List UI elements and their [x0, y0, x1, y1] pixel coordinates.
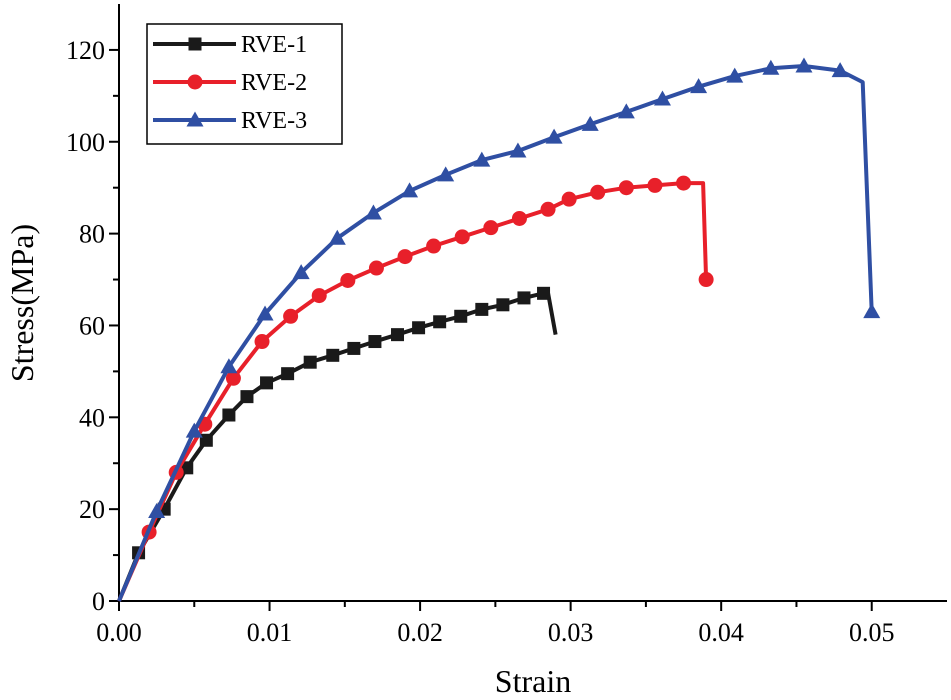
y-tick-label: 100 — [66, 128, 105, 157]
data-point-rve-2 — [311, 288, 327, 304]
x-tick-label: 0.05 — [849, 618, 895, 647]
legend-marker — [187, 74, 203, 90]
data-point-rve-3 — [401, 182, 419, 198]
data-point-rve-3 — [256, 305, 274, 321]
data-point-rve-2 — [511, 210, 527, 226]
legend-item-rve-1: RVE-1 — [153, 32, 307, 58]
data-point-rve-2 — [283, 308, 299, 324]
plot-area — [118, 4, 947, 602]
data-point-rve-2 — [676, 175, 692, 191]
y-tick-label: 60 — [79, 311, 105, 340]
x-tick-label: 0.03 — [548, 618, 594, 647]
data-point-rve-1 — [326, 348, 340, 362]
data-point-rve-3 — [473, 151, 491, 167]
data-point-rve-2 — [618, 180, 634, 196]
y-tick-label: 40 — [79, 403, 105, 432]
data-point-rve-3 — [762, 59, 780, 75]
data-point-rve-3 — [328, 229, 346, 245]
data-point-rve-1 — [496, 298, 510, 312]
data-point-rve-3 — [617, 103, 635, 119]
y-tick-label: 120 — [66, 36, 105, 65]
data-point-rve-1 — [475, 302, 489, 316]
data-point-rve-1 — [391, 328, 405, 342]
data-point-rve-2 — [254, 334, 270, 350]
data-point-rve-3 — [795, 57, 813, 73]
data-point-rve-3 — [364, 204, 382, 220]
legend-label: RVE-2 — [241, 70, 307, 96]
data-point-rve-2 — [647, 177, 663, 193]
data-point-rve-3 — [690, 78, 708, 94]
data-point-rve-3 — [545, 128, 563, 144]
data-point-rve-3 — [653, 90, 671, 106]
data-point-rve-3 — [581, 115, 599, 131]
data-point-rve-3 — [831, 62, 849, 78]
data-point-rve-2 — [340, 272, 356, 288]
data-point-rve-2 — [483, 220, 499, 236]
series-layer — [117, 57, 881, 602]
data-point-rve-2 — [698, 272, 714, 288]
series-line-rve-1 — [117, 291, 558, 602]
series-rve-1 — [117, 286, 558, 602]
data-point-rve-2 — [561, 191, 577, 207]
data-point-rve-3 — [863, 303, 881, 319]
data-point-rve-3 — [148, 502, 166, 518]
data-point-rve-2 — [225, 370, 241, 386]
data-point-rve-1 — [260, 376, 274, 390]
y-tick-label: 0 — [92, 587, 105, 616]
x-tick-label: 0.04 — [698, 618, 744, 647]
data-point-rve-1 — [303, 355, 317, 369]
legend-item-rve-2: RVE-2 — [153, 70, 307, 96]
y-tick-label: 80 — [79, 220, 105, 249]
data-point-rve-2 — [397, 249, 413, 265]
x-tick-label: 0.01 — [247, 618, 293, 647]
data-point-rve-3 — [220, 358, 238, 374]
series-rve-2 — [117, 175, 714, 602]
y-tick-label: 20 — [79, 495, 105, 524]
legend: RVE-1 RVE-2 RVE-3 — [146, 23, 343, 145]
x-axis-title: Strain — [495, 663, 571, 699]
data-point-rve-1 — [433, 315, 447, 329]
data-point-rve-2 — [454, 229, 470, 245]
data-point-rve-1 — [454, 309, 468, 323]
x-tick-label: 0.00 — [96, 618, 142, 647]
data-point-rve-2 — [368, 260, 384, 276]
data-point-rve-2 — [540, 201, 556, 217]
data-point-rve-1 — [537, 286, 551, 300]
legend-marker — [188, 37, 202, 51]
x-tick-label: 0.02 — [397, 618, 443, 647]
y-axis: 0 20 40 60 80 100 120 — [66, 36, 119, 616]
data-point-rve-1 — [517, 291, 531, 305]
data-point-rve-2 — [426, 238, 442, 254]
data-point-rve-1 — [222, 408, 236, 422]
legend-item-rve-3: RVE-3 — [153, 108, 307, 134]
data-point-rve-1 — [347, 341, 361, 355]
data-point-rve-3 — [292, 264, 310, 280]
data-point-rve-3 — [509, 142, 527, 158]
series-rve-3 — [117, 57, 881, 602]
series-line-rve-3 — [117, 64, 874, 602]
data-point-rve-1 — [281, 367, 295, 381]
data-point-rve-1 — [199, 433, 213, 447]
data-point-rve-1 — [240, 390, 254, 404]
legend-label: RVE-1 — [241, 32, 307, 58]
y-axis-title: Stress(MPa) — [4, 224, 40, 382]
legend-marker — [186, 111, 204, 127]
data-point-rve-3 — [437, 166, 455, 182]
data-point-rve-3 — [726, 67, 744, 83]
legend-label: RVE-3 — [241, 108, 307, 134]
data-point-rve-2 — [590, 184, 606, 200]
data-point-rve-1 — [412, 321, 426, 335]
series-line-rve-2 — [117, 181, 709, 602]
data-point-rve-1 — [368, 335, 382, 349]
data-point-rve-3 — [185, 422, 203, 438]
x-axis: 0.00 0.01 0.02 0.03 0.04 0.05 — [96, 601, 894, 647]
